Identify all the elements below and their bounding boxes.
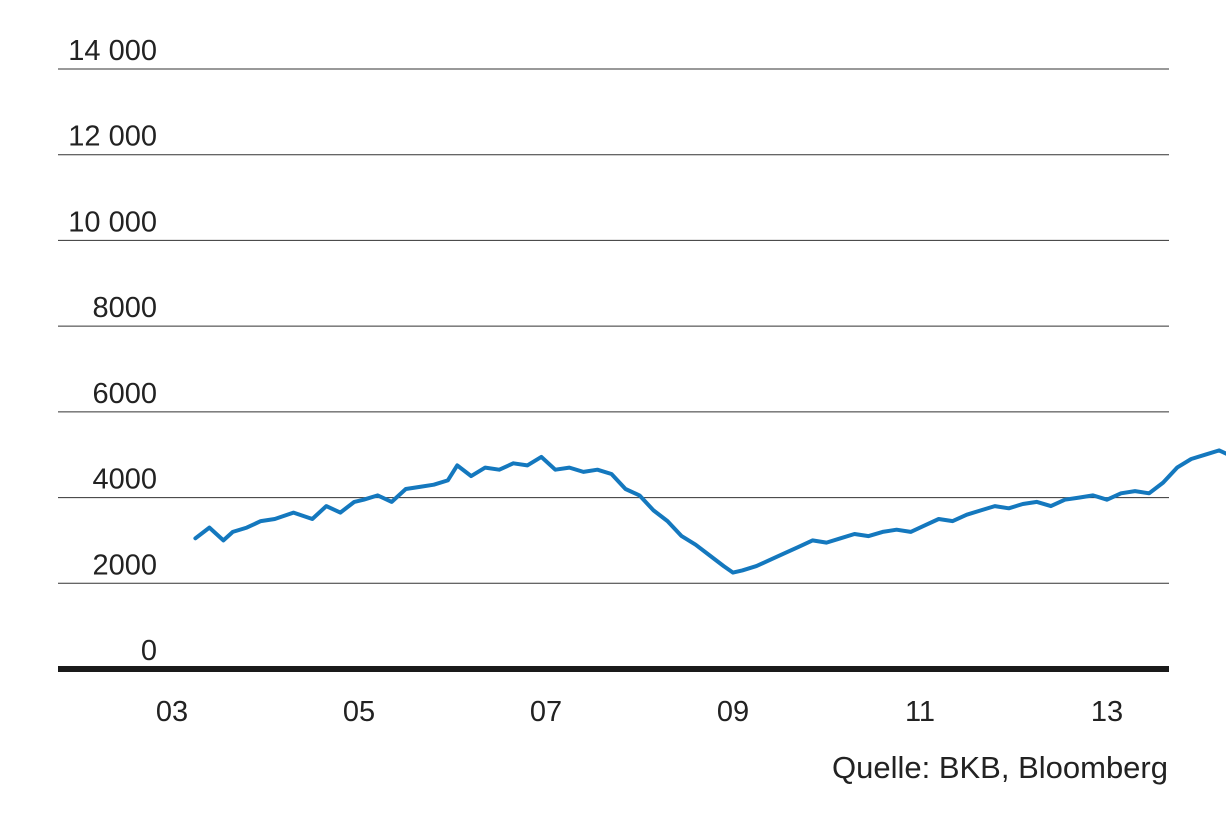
grid-lines [58, 68, 1169, 584]
y-tick-label: 10 000 [68, 206, 157, 238]
y-tick-label: 12 000 [68, 121, 157, 153]
y-tick-label: 2000 [92, 549, 157, 581]
y-tick-label: 4000 [92, 464, 157, 496]
x-tick-label: 03 [156, 696, 188, 728]
x-tick-label: 05 [343, 696, 375, 728]
y-tick-label: 0 [141, 635, 157, 667]
series-line [193, 448, 1226, 575]
y-tick-label: 14 000 [68, 35, 157, 67]
y-tick-label: 8000 [92, 292, 157, 324]
x-tick-label: 13 [1091, 696, 1123, 728]
x-tick-label: 07 [530, 696, 562, 728]
y-tick-label: 6000 [92, 378, 157, 410]
y-axis-tick-labels: 0 2000 4000 6000 8000 10 000 12 000 14 000 [68, 35, 157, 667]
x-tick-label: 09 [717, 696, 749, 728]
x-tick-label: 11 [905, 696, 935, 728]
x-axis-tick-labels: 0305070911131517192123 [156, 696, 1123, 728]
source-note: Quelle: BKB, Bloomberg [831, 750, 1168, 785]
